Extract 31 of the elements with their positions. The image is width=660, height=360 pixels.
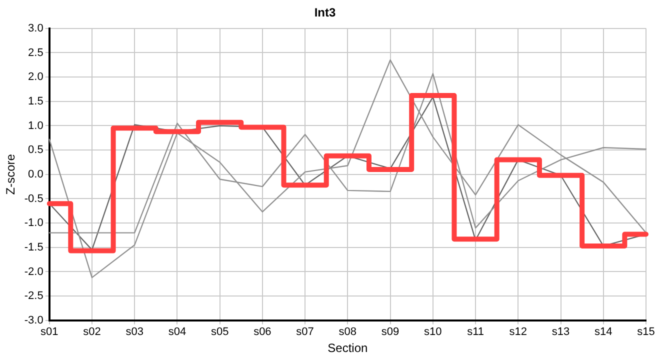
x-tick-label: s13 <box>552 326 570 338</box>
x-tick-label: s08 <box>338 326 357 338</box>
y-tick-label: 3.0 <box>28 22 44 34</box>
x-tick-label: s10 <box>424 326 442 338</box>
x-tick-label: s01 <box>40 326 58 338</box>
x-tick-label: s05 <box>210 326 229 338</box>
y-tick-label: 2.5 <box>28 46 44 59</box>
y-tick-label: -2.5 <box>24 290 44 302</box>
x-tick-label: s14 <box>594 326 612 338</box>
y-tick-label: 1.0 <box>28 120 44 132</box>
x-tick-label: s15 <box>637 326 655 338</box>
y-tick-label: -0.5 <box>24 192 44 205</box>
y-tick-label: 1.5 <box>28 95 44 108</box>
x-tick-label: s09 <box>381 326 400 338</box>
x-tick-label: s06 <box>254 326 272 338</box>
y-tick-label: 0.5 <box>28 144 44 156</box>
x-tick-label: s12 <box>509 326 528 338</box>
x-axis-title: Section <box>328 341 368 356</box>
x-tick-label: s07 <box>296 326 314 338</box>
x-tick-label: s03 <box>126 326 144 338</box>
y-tick-label: -3.0 <box>24 314 44 326</box>
x-tick-label: s04 <box>168 326 186 338</box>
y-tick-label: 2.0 <box>28 71 44 84</box>
x-tick-label: s02 <box>83 326 101 338</box>
y-tick-label: -1.0 <box>24 217 44 230</box>
y-tick-label: -1.5 <box>24 241 44 254</box>
y-tick-label: 0.0 <box>28 168 44 180</box>
y-axis-title: Z-score <box>4 154 18 195</box>
x-tick-label: s11 <box>467 326 484 338</box>
chart-title: Int3 <box>314 6 336 20</box>
y-tick-label: -2.0 <box>24 266 44 278</box>
